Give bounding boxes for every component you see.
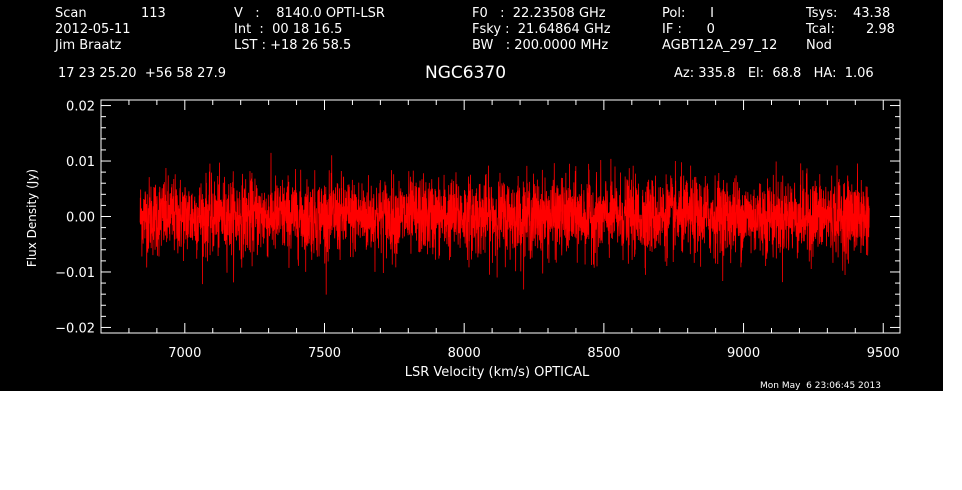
x-tick-label: 7000 [168, 346, 201, 361]
y-axis: −0.02 −0.01 0.00 0.01 0.02 [55, 100, 900, 336]
y-tick-label: −0.01 [55, 266, 95, 281]
sky-frequency-readout: Fsky : 21.64864 GHz [472, 22, 611, 37]
y-axis-label: Flux Density (Jy) [25, 169, 39, 267]
source-coordinates: 17 23 25.20 +56 58 27.9 [58, 66, 227, 81]
if-readout: IF : 0 [662, 22, 715, 37]
tsys-label: Tsys: [806, 6, 838, 21]
y-tick-label: 0.02 [66, 100, 95, 115]
plot-panel: Scan 113 2012-05-11 Jim Braatz V : 8140.… [0, 0, 943, 391]
bandwidth-readout: BW : 200.0000 MHz [472, 38, 609, 53]
project-id: AGBT12A_297_12 [662, 38, 778, 53]
tsys-value: 43.38 [853, 6, 891, 21]
tcal-value: 2.98 [866, 22, 895, 37]
switching-mode: Nod [806, 38, 832, 53]
x-axis-label: LSR Velocity (km/s) OPTICAL [405, 365, 590, 380]
spectrum-chart: 7000 7500 8000 8500 9000 9500 −0.02 −0.01 0.00 0… [25, 99, 901, 380]
x-tick-label: 9500 [867, 346, 900, 361]
scan-label: Scan [55, 6, 87, 21]
polarization-readout: Pol: I [662, 6, 714, 21]
lst-readout: LST : +18 26 58.5 [234, 38, 352, 53]
rest-frequency-readout: F0 : 22.23508 GHz [472, 6, 606, 21]
tcal-label: Tcal: [806, 22, 835, 37]
observer-name: Jim Braatz [55, 38, 122, 53]
x-tick-label: 8000 [448, 346, 481, 361]
y-tick-label: −0.02 [55, 321, 95, 336]
plot-timestamp: Mon May 6 23:06:45 2013 [760, 381, 881, 391]
spectrum-series [139, 152, 870, 295]
scan-value: 113 [141, 6, 166, 21]
integration-time-readout: Int : 00 18 16.5 [234, 22, 343, 37]
y-tick-label: 0.01 [66, 155, 95, 170]
velocity-readout: V : 8140.0 OPTI-LSR [234, 6, 385, 21]
spectrum-line [139, 152, 870, 295]
x-axis: 7000 7500 8000 8500 9000 9500 [100, 100, 900, 361]
x-tick-label: 7500 [308, 346, 341, 361]
observation-date: 2012-05-11 [55, 22, 131, 37]
object-name: NGC6370 [425, 63, 507, 83]
x-tick-label: 8500 [587, 346, 620, 361]
y-tick-label: 0.00 [66, 211, 95, 226]
az-el-ha-readout: Az: 335.8 El: 68.8 HA: 1.06 [674, 66, 874, 81]
x-tick-label: 9000 [727, 346, 760, 361]
